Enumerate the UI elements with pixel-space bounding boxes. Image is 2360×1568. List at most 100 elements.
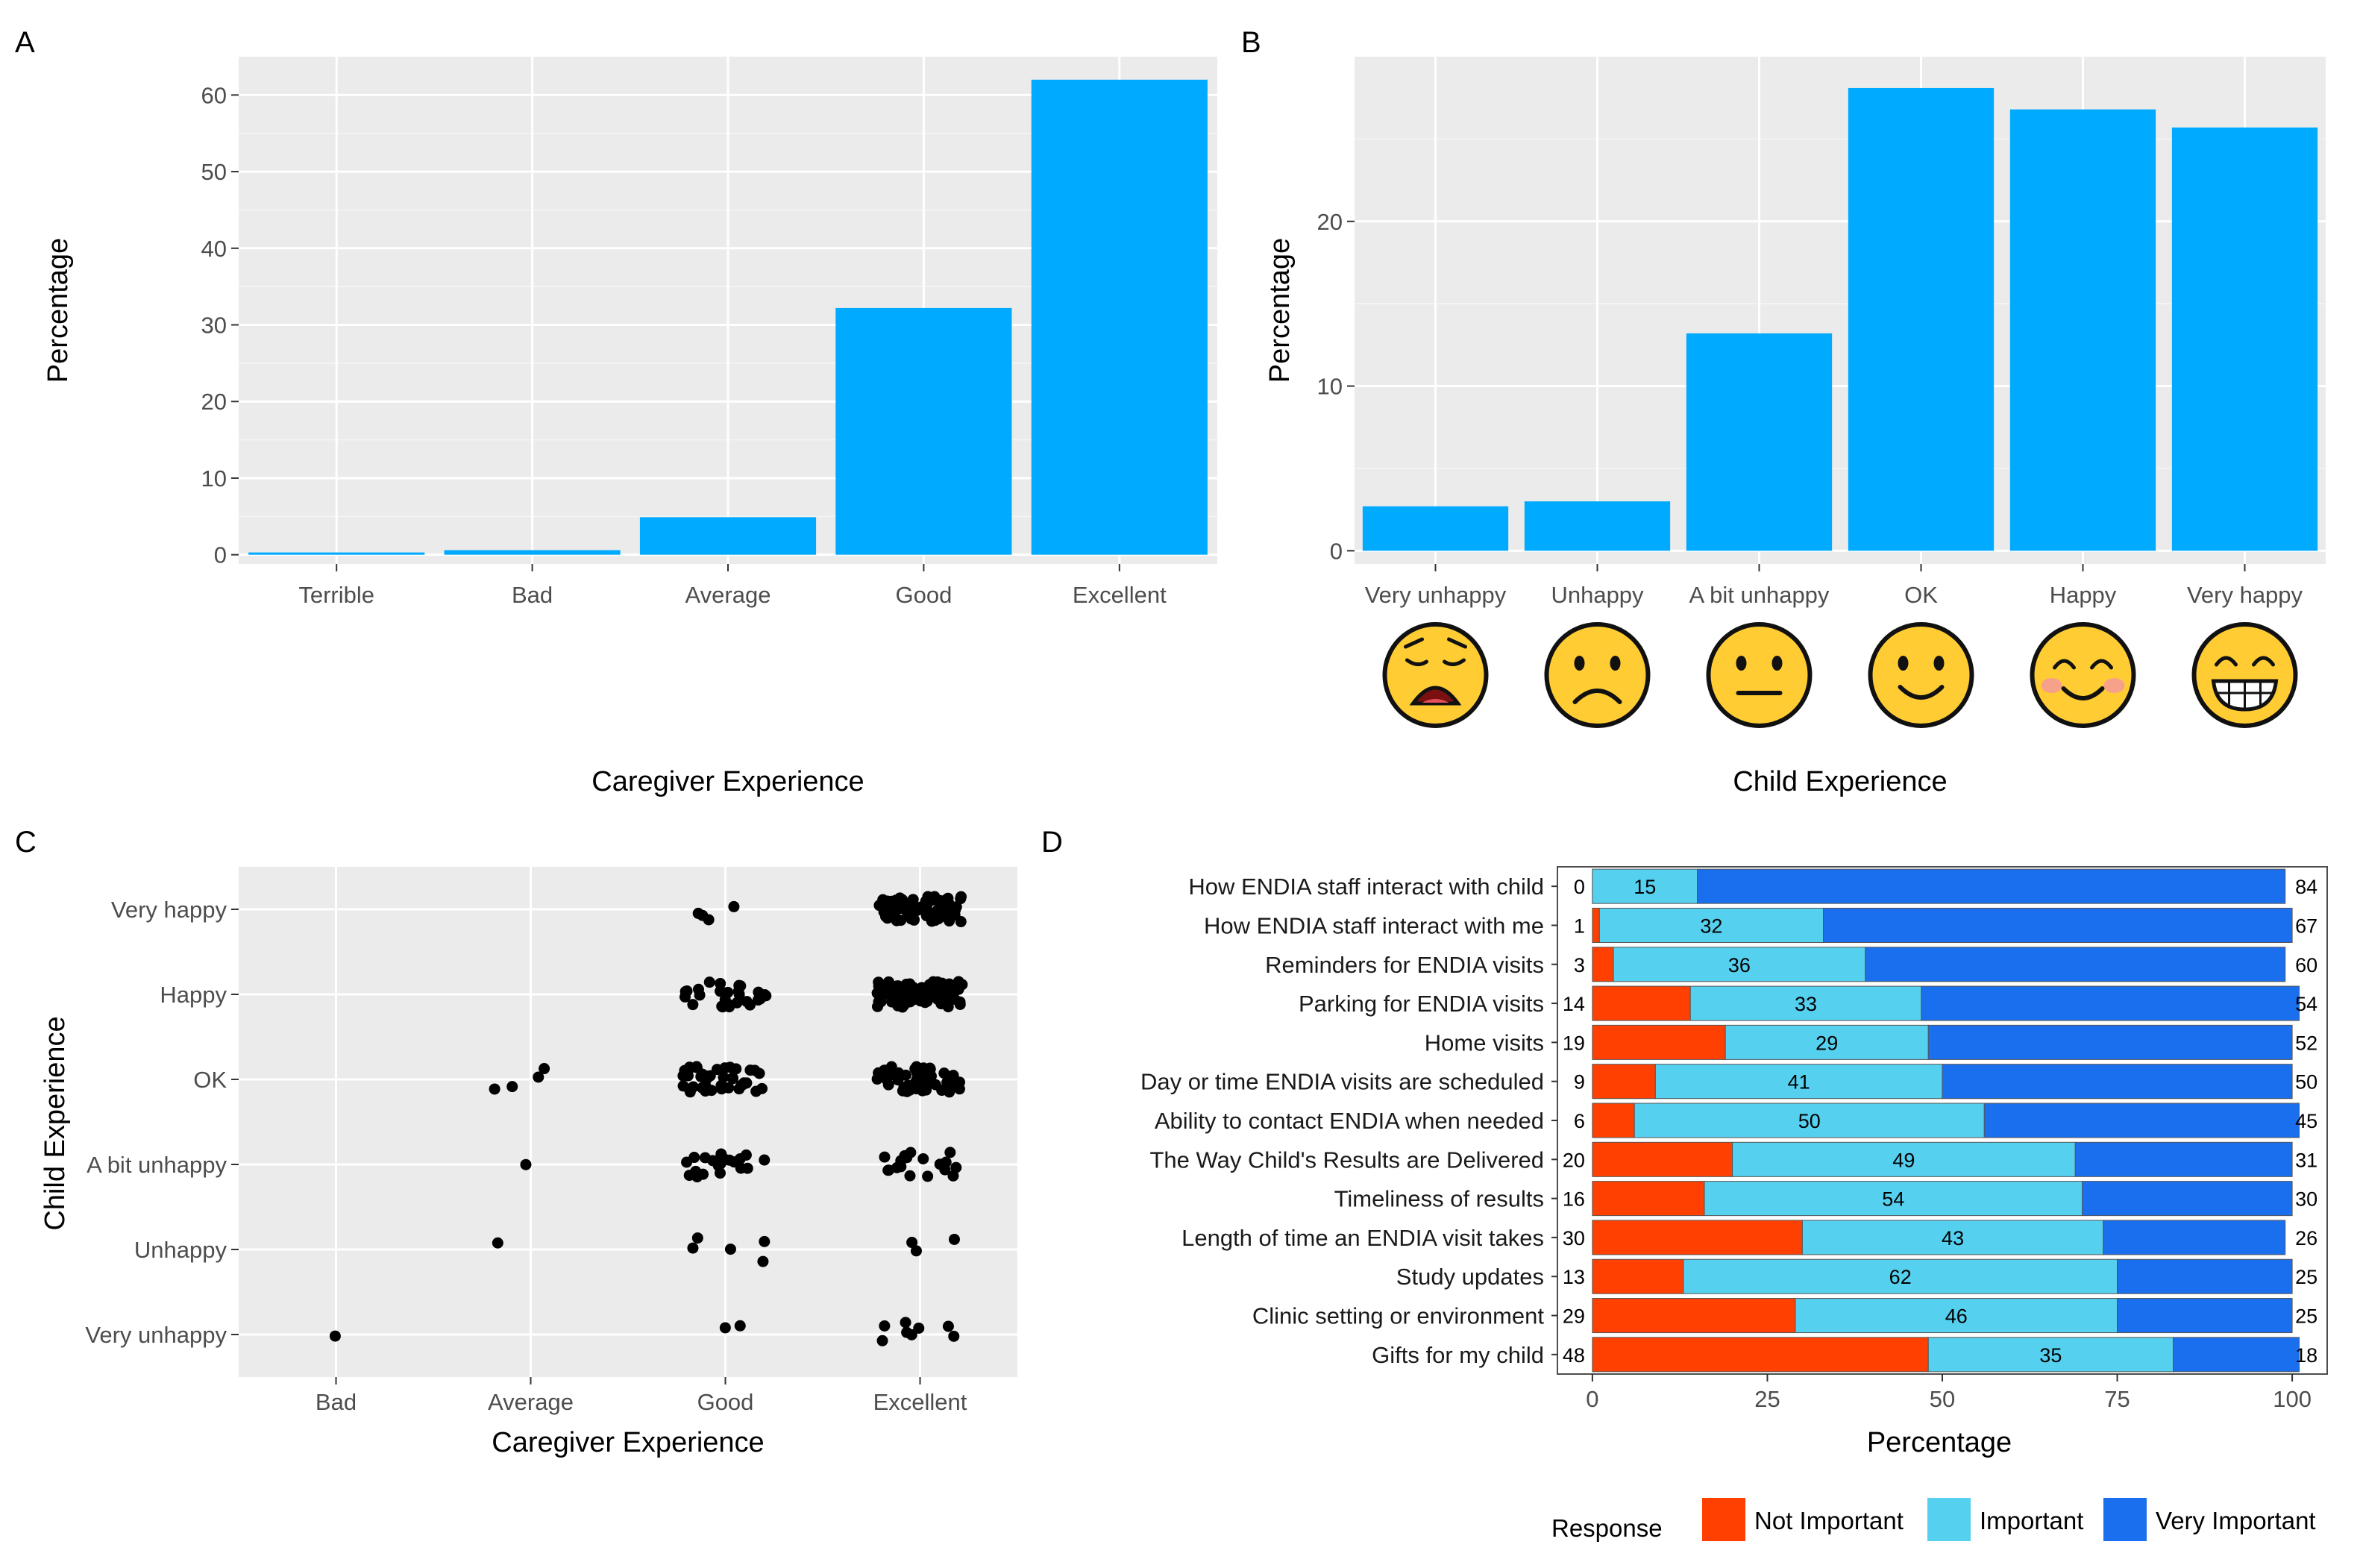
panel-c-point [734, 1320, 746, 1332]
panel-c-point [879, 1320, 891, 1332]
legend-label-1: Important [1980, 1507, 2083, 1534]
panel-c-point [944, 1147, 956, 1158]
panel-d-value-important: 49 [1892, 1149, 1915, 1171]
panel-d-value-important: 36 [1728, 954, 1751, 976]
panel-b-ylabel: Percentage [1264, 238, 1296, 383]
panel-c-y-ticks: Very unhappy Unhappy A bit unhappy OK Happy V… [85, 897, 239, 1348]
panel-a-ylabel: Percentage [43, 238, 74, 383]
panel-d-bar-segment [1592, 1024, 1726, 1060]
panel-c-ylabel: Child Experience [40, 1016, 71, 1230]
panel-c-y-tick-label: Happy [160, 982, 227, 1008]
left-brow [1404, 637, 1424, 649]
face-outline [2030, 622, 2136, 728]
panel-d-bar-segment [1592, 947, 1614, 982]
panel-b-y-ticks: 0 10 20 [1317, 209, 1355, 564]
mouth [1572, 689, 1622, 704]
panel-c-point [879, 1151, 891, 1163]
neutral-face-icon [1706, 622, 1813, 728]
panel-d-value-not-important: 48 [1563, 1344, 1585, 1367]
panel-d-value-very-important: 25 [2295, 1305, 2317, 1328]
panel-d-value-very-important: 67 [2295, 915, 2317, 937]
panel-b: 0 10 20 Very unhappy Unhappy A bit unhappy OK… [1264, 57, 2326, 797]
panel-d-category-label: The Way Child's Results are Delivered [1149, 1147, 1544, 1173]
panel-a-x-tick-label: Terrible [298, 582, 374, 608]
panel-c-y-tick-label: Unhappy [134, 1237, 227, 1263]
panel-c-point [907, 894, 919, 906]
panel-d-value-important: 46 [1945, 1305, 1968, 1328]
panel-a-y-tick-label: 10 [201, 465, 227, 492]
panel-c-point [727, 1073, 739, 1085]
panel-letter-b: B [1241, 26, 1261, 59]
panel-d-value-important: 62 [1889, 1266, 1912, 1288]
panel-c-y-tick-label: Very happy [111, 897, 227, 923]
panel-a-bar-3 [835, 307, 1012, 555]
panel-d-value-not-important: 13 [1563, 1266, 1585, 1288]
panel-c-point [715, 1079, 727, 1091]
tongue [1422, 699, 1449, 703]
panel-c-point [900, 978, 912, 990]
legend-label-2: Very Important [2156, 1507, 2316, 1534]
panel-c-point [687, 999, 699, 1011]
panel-d-bar-segment [2082, 1181, 2293, 1217]
panel-d-x-tick-label: 25 [1754, 1386, 1780, 1412]
panel-d-bar-segment [2074, 1141, 2293, 1177]
panel-d-bar-segment [1801, 1220, 2104, 1255]
panel-d-value-very-important: 60 [2295, 954, 2317, 976]
panel-a-xlabel: Caregiver Experience [591, 766, 864, 797]
panel-d-bar-segment [1592, 1181, 1705, 1217]
panel-b-bar-3 [1848, 87, 1995, 551]
right-eye [2252, 656, 2275, 667]
left-eye [2053, 659, 2076, 670]
panel-d-category-label: How ENDIA staff interact with me [1204, 912, 1544, 938]
panel-d-bar-segment [1613, 947, 1866, 982]
panel-c-x-tick-label: Bad [316, 1389, 357, 1415]
panel-c-point [932, 904, 944, 916]
panel-b-bar-0 [1362, 506, 1509, 551]
panel-d-value-very-important: 84 [2295, 876, 2317, 898]
panel-c-x-tick-label: Good [697, 1389, 754, 1415]
panel-c-point [680, 985, 691, 997]
panel-d-value-important: 15 [1634, 876, 1656, 898]
panel-c-point [908, 914, 920, 926]
panel-d-bar-segment [1592, 1141, 1733, 1177]
panel-d-value-important: 32 [1700, 915, 1722, 937]
panel-d-bar-segment [1697, 868, 2286, 904]
panel-d-value-very-important: 52 [2295, 1032, 2317, 1054]
legend-swatch-0 [1702, 1498, 1745, 1541]
panel-d-bar-segment [1592, 1064, 1656, 1100]
panel-c-point [728, 900, 740, 912]
panel-c-point [539, 1063, 550, 1075]
panel-c-point [697, 1168, 709, 1180]
panel-d-bar-segment [1927, 1337, 2174, 1373]
panel-a-bar-0 [248, 552, 425, 555]
panel-a-x-tick-label: Excellent [1073, 582, 1167, 608]
panel-c-point [703, 976, 715, 988]
panel-d-value-not-important: 30 [1563, 1227, 1585, 1249]
panel-a-bar-1 [444, 550, 621, 555]
panel-d-bar-segment [1795, 1298, 2118, 1334]
panel-a-y-tick-label: 30 [201, 313, 227, 339]
panel-c-point [938, 1067, 950, 1079]
panel-d-value-important: 29 [1815, 1032, 1838, 1054]
panel-d-bar-segment [1592, 1103, 1635, 1138]
panel-c-points [329, 891, 968, 1346]
panel-c-point [711, 1064, 723, 1076]
panel-b-x-tick-label: Unhappy [1551, 582, 1644, 608]
panel-d-bar-segment [1598, 907, 1824, 943]
panel-d-bar-segment [1654, 1064, 1943, 1100]
panel-c-point [882, 1164, 894, 1176]
panel-d-bar-segment [1732, 1141, 2076, 1177]
panel-c-point [920, 895, 932, 907]
panel-d-legend: Response Not Important Important Very Impo… [1551, 1498, 2316, 1542]
right-eye [1933, 656, 1945, 671]
panel-a-x-ticks: Terrible Bad Average Good Excellent [298, 564, 1167, 608]
panel-b-bar-1 [1524, 501, 1671, 551]
legend-title: Response [1551, 1514, 1663, 1542]
panel-a-bar-2 [639, 517, 817, 555]
panel-c-point [895, 1161, 907, 1173]
panel-c-point [884, 980, 896, 992]
panel-a-y-tick-label: 0 [214, 542, 227, 568]
panel-c-point [900, 1317, 911, 1329]
panel-a: 0 10 20 30 40 50 60 Terrible Bad Average Good Exce… [43, 57, 1217, 797]
panel-d-bar-segment [2117, 1298, 2293, 1334]
